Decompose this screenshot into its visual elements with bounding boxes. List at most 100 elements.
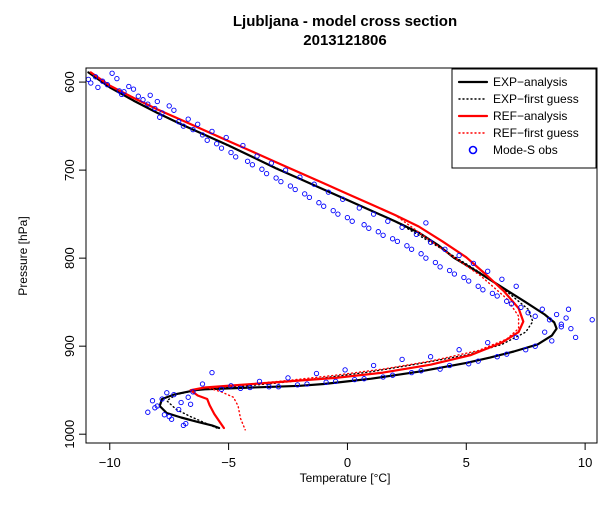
obs-point — [224, 0, 228, 2]
x-tick-label: 5 — [463, 455, 470, 470]
obs-point — [432, 259, 439, 266]
plot-area — [86, 0, 595, 431]
obs-point — [311, 181, 317, 187]
obs-point — [446, 267, 453, 274]
obs-point — [485, 339, 491, 346]
obs-point — [266, 384, 272, 390]
obs-point — [154, 98, 160, 105]
obs-point — [209, 369, 215, 376]
obs-point — [532, 343, 538, 349]
obs-point — [344, 214, 351, 221]
obs-point — [361, 222, 367, 228]
obs-point — [88, 80, 94, 86]
y-tick-label: 800 — [62, 247, 77, 269]
obs-point — [119, 91, 125, 98]
obs-point — [325, 189, 332, 195]
obs-point — [126, 83, 132, 90]
legend-label-mode-s-obs: Mode-S obs — [493, 143, 558, 157]
x-axis: −10 −5 0 5 10 — [99, 443, 592, 470]
obs-point — [92, 74, 99, 80]
obs-point — [504, 298, 510, 304]
obs-point — [558, 321, 564, 327]
obs-point — [380, 374, 386, 380]
obs-point — [145, 101, 151, 107]
obs-point — [375, 229, 381, 235]
obs-point — [278, 178, 284, 185]
obs-point — [385, 218, 391, 224]
obs-point — [297, 174, 303, 180]
obs-point — [190, 126, 196, 133]
obs-point — [370, 211, 377, 217]
obs-point — [504, 351, 510, 357]
obs-point — [152, 405, 158, 411]
ref-first-guess-line — [90, 71, 520, 431]
obs-point — [513, 283, 519, 289]
obs-point — [190, 389, 196, 395]
obs-point — [161, 412, 168, 418]
obs-point — [292, 186, 298, 193]
obs-point — [451, 271, 458, 277]
obs-point — [399, 356, 405, 363]
obs-point — [558, 324, 564, 330]
obs-point — [244, 158, 251, 164]
legend: EXP−analysis EXP−first guess REF−analysis R… — [451, 68, 597, 169]
obs-point — [109, 70, 115, 76]
obs-point — [475, 283, 481, 289]
obs-point — [408, 246, 415, 252]
obs-point — [233, 154, 239, 160]
obs-point — [323, 379, 329, 385]
y-axis: 600 700 800 900 1000 — [62, 71, 86, 449]
obs-point — [159, 110, 165, 116]
obs-point — [321, 203, 327, 209]
obs-point — [199, 381, 206, 387]
obs-point — [568, 325, 574, 332]
obs-point — [195, 121, 201, 127]
obs-point — [256, 378, 263, 385]
obs-point — [513, 334, 519, 341]
obs-point — [223, 134, 229, 141]
obs-point — [135, 93, 141, 99]
obs-point — [180, 422, 187, 429]
obs-point — [408, 369, 415, 376]
obs-point — [130, 86, 137, 92]
obs-point — [456, 347, 462, 353]
y-tick-label: 1000 — [62, 420, 77, 449]
obs-point — [380, 232, 386, 238]
obs-point — [209, 128, 215, 135]
obs-point — [214, 141, 220, 147]
obs-point — [437, 264, 443, 270]
obs-point — [523, 347, 529, 353]
obs-point — [285, 375, 291, 381]
obs-point — [518, 304, 524, 311]
obs-point — [399, 224, 405, 230]
obs-point — [114, 75, 120, 82]
obs-point — [199, 132, 206, 138]
obs-point — [249, 162, 256, 168]
obs-point — [247, 384, 253, 391]
obs-point — [237, 385, 244, 392]
obs-point — [508, 301, 515, 307]
obs-point — [218, 145, 225, 151]
obs-point — [418, 368, 424, 374]
obs-point — [218, 386, 225, 392]
obs-point — [349, 218, 355, 224]
obs-point — [427, 239, 434, 245]
obs-point — [259, 166, 265, 172]
obs-point — [330, 207, 336, 214]
obs-point — [335, 211, 341, 217]
chart-subtitle: 2013121806 — [303, 32, 386, 49]
obs-point — [228, 383, 234, 389]
obs-point — [589, 317, 595, 323]
obs-point — [361, 376, 367, 382]
obs-point — [423, 220, 429, 226]
obs-point — [532, 313, 538, 319]
y-tick-label: 700 — [62, 159, 77, 181]
plot-frame — [85, 67, 598, 444]
obs-point — [302, 191, 308, 197]
x-tick-label: −10 — [99, 455, 121, 470]
obs-point — [152, 105, 158, 112]
obs-point — [342, 367, 348, 373]
obs-point — [104, 82, 111, 88]
observations-layer — [86, 0, 595, 429]
obs-point — [546, 317, 553, 323]
